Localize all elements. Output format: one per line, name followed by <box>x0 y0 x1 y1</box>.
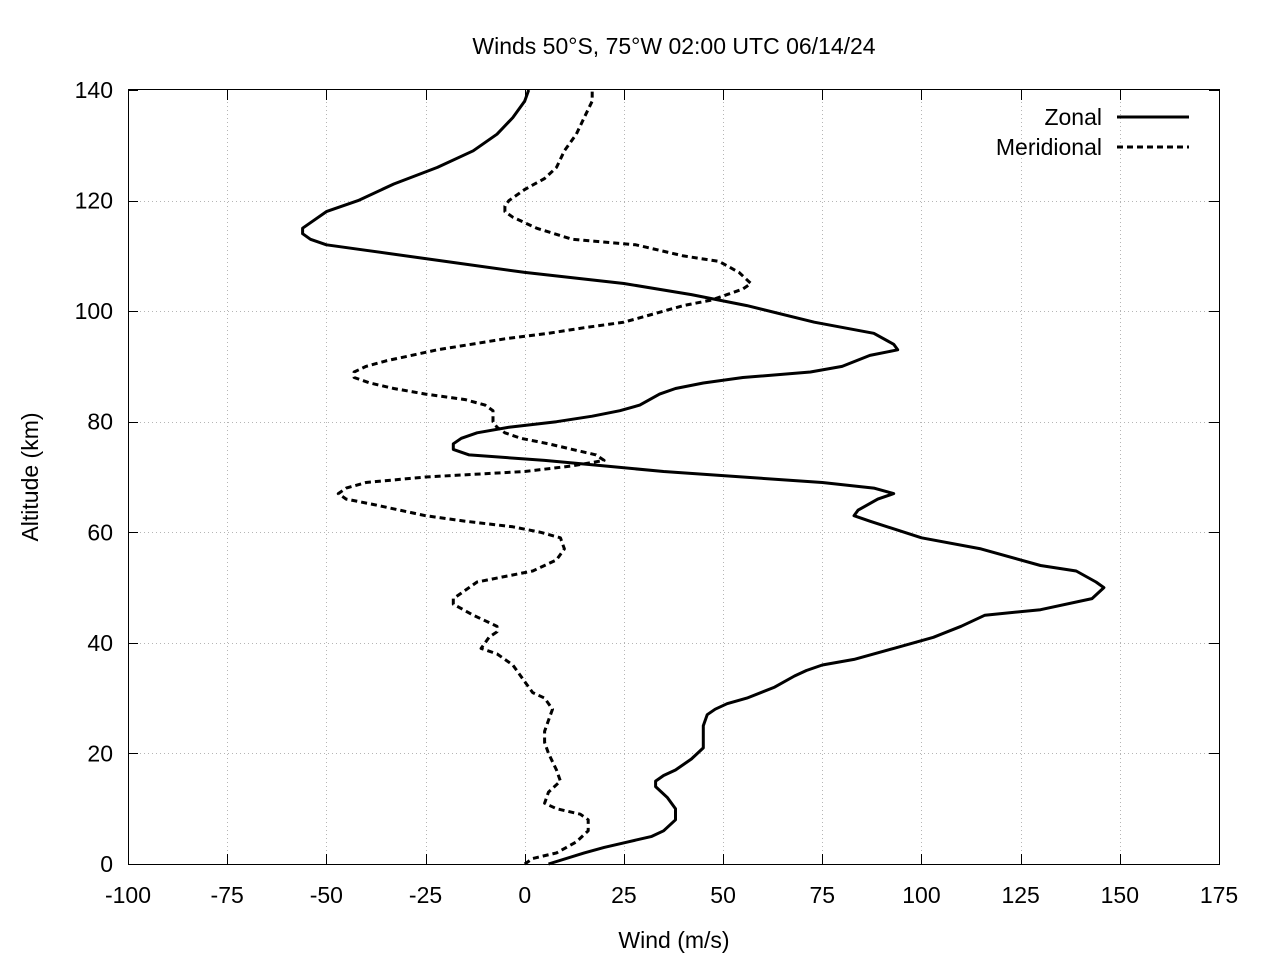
series-line-zonal <box>301 89 1106 866</box>
chart-title: Winds 50°S, 75°W 02:00 UTC 06/14/24 <box>472 33 875 59</box>
y-tick-labels: 0 20 40 60 80 100 120 140 <box>75 77 113 877</box>
x-tick-label: 75 <box>809 882 835 908</box>
y-tick-label: 120 <box>75 188 113 214</box>
x-tick-label: 150 <box>1101 882 1139 908</box>
y-axis-title: Altitude (km) <box>17 412 43 541</box>
x-tick-labels: -100 -75 -50 -25 0 25 50 75 100 125 150 175 <box>105 882 1238 908</box>
x-tick-label: -50 <box>310 882 343 908</box>
y-tick-label: 0 <box>100 851 113 877</box>
x-tick-label: 100 <box>902 882 940 908</box>
legend: Zonal Meridional <box>996 104 1189 160</box>
ticks <box>128 90 1220 865</box>
y-tick-label: 60 <box>87 519 113 545</box>
plot-frame <box>128 89 1220 865</box>
y-tick-label: 20 <box>87 740 113 766</box>
x-tick-label: 175 <box>1200 882 1238 908</box>
x-tick-label: 50 <box>710 882 736 908</box>
series-layer <box>301 89 1106 866</box>
x-axis-title: Wind (m/s) <box>618 927 729 953</box>
x-tick-label: -25 <box>409 882 442 908</box>
legend-label-meridional: Meridional <box>996 134 1102 160</box>
x-tick-label: 25 <box>611 882 637 908</box>
x-tick-label: 0 <box>518 882 531 908</box>
series-line-meridional <box>336 90 753 866</box>
x-tick-label: -100 <box>105 882 151 908</box>
x-tick-label: 125 <box>1001 882 1039 908</box>
y-tick-label: 140 <box>75 77 113 103</box>
grid <box>128 90 1219 864</box>
legend-label-zonal: Zonal <box>1044 104 1102 130</box>
y-tick-label: 100 <box>75 298 113 324</box>
y-tick-label: 40 <box>87 630 113 656</box>
x-tick-label: -75 <box>211 882 244 908</box>
y-tick-label: 80 <box>87 409 113 435</box>
